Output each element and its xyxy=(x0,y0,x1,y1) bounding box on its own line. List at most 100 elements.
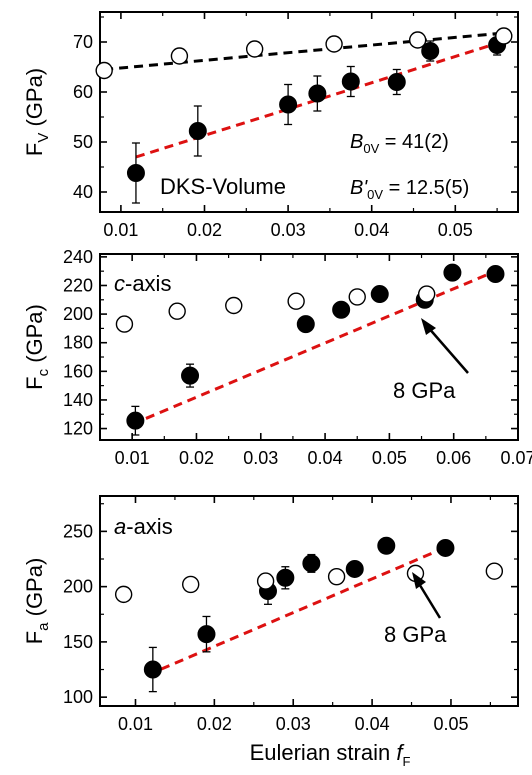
y-tick-label: 50 xyxy=(73,132,93,152)
data-point-filled xyxy=(276,568,295,587)
data-point-open xyxy=(348,288,366,306)
data-point-open xyxy=(408,31,427,49)
y-tick-label: 100 xyxy=(63,687,93,707)
y-axis-label-sub: a xyxy=(35,622,52,631)
y-tick-label: 240 xyxy=(63,247,93,267)
y-tick-label: 200 xyxy=(63,304,93,324)
data-point-filled xyxy=(308,84,327,103)
data-point-open xyxy=(181,575,200,594)
panel-axis-label: a-axis xyxy=(114,514,173,539)
fit-line xyxy=(131,269,497,426)
plot-frame xyxy=(99,495,519,707)
data-point-open xyxy=(325,35,343,53)
x-tick-label: 0.02 xyxy=(187,220,222,240)
data-points xyxy=(115,263,505,436)
panel-label: DKS-Volume xyxy=(160,174,286,199)
x-tick-label: 0.01 xyxy=(118,714,153,734)
data-point-open xyxy=(225,296,243,315)
y-tick-label: 120 xyxy=(63,419,93,439)
data-point-filled xyxy=(188,122,207,140)
y-axis-label: Fc (GPa) xyxy=(22,304,52,390)
data-point-filled xyxy=(181,366,200,385)
x-tick-label: 0.04 xyxy=(355,714,390,734)
fit-line xyxy=(146,545,448,677)
y-axis-label-sub: V xyxy=(35,133,52,143)
y-tick-label: 60 xyxy=(73,82,93,102)
data-points xyxy=(95,27,513,204)
axis-ticks: 0.01 0.02 0.03 0.04 0.05 0.06 0.07 120 140 160 180… xyxy=(63,247,532,468)
pressure-annotation: 8 GPa xyxy=(393,378,456,403)
data-point-filled xyxy=(279,95,298,114)
panel-c-axis: 0.01 0.02 0.03 0.04 0.05 0.06 0.07 120 140 160 180… xyxy=(22,247,532,468)
annotation-arrowhead xyxy=(412,572,426,589)
x-tick-label: 0.01 xyxy=(103,220,138,240)
fit-curves xyxy=(131,269,497,426)
data-point-filled xyxy=(332,300,351,319)
data-point-open xyxy=(256,572,275,590)
data-point-open xyxy=(327,567,346,586)
x-tick-label: 0.01 xyxy=(115,448,150,468)
data-point-open xyxy=(170,47,189,65)
data-point-filled xyxy=(421,42,440,60)
y-tick-label: 40 xyxy=(73,182,93,202)
y-tick-label: 180 xyxy=(63,333,93,353)
data-point-filled xyxy=(443,263,462,282)
y-tick-label: 200 xyxy=(63,577,93,597)
x-tick-label: 0.05 xyxy=(433,714,468,734)
data-points xyxy=(114,536,504,693)
data-point-open xyxy=(495,27,513,45)
data-point-filled xyxy=(126,411,145,430)
x-tick-label: 0.05 xyxy=(438,220,473,240)
data-point-open xyxy=(245,40,264,58)
data-point-open xyxy=(115,315,134,333)
data-point-open xyxy=(417,285,436,303)
fit-curves xyxy=(146,545,448,677)
data-point-filled xyxy=(486,265,505,284)
y-axis-label: Fa (GPa) xyxy=(22,558,52,645)
plot-frame xyxy=(99,11,519,213)
panel-volume: 0.01 0.02 0.03 0.04 0.05 40 50 60 70 FV (GPa) DK… xyxy=(22,11,519,240)
x-tick-label: 0.03 xyxy=(276,714,311,734)
y-tick-label: 70 xyxy=(73,32,93,52)
y-tick-label: 220 xyxy=(63,275,93,295)
x-tick-label: 0.02 xyxy=(197,714,232,734)
data-point-filled xyxy=(370,285,389,304)
fit-line xyxy=(104,31,504,71)
axis-ticks: 0.01 0.02 0.03 0.04 0.05 100 150 200 250 xyxy=(63,496,518,734)
x-tick-label: 0.07 xyxy=(500,448,532,468)
data-point-filled xyxy=(197,625,216,644)
data-point-filled xyxy=(387,73,406,91)
data-point-filled xyxy=(126,164,145,182)
data-point-filled xyxy=(341,72,360,91)
x-tick-label: 0.04 xyxy=(354,220,389,240)
plot-frame xyxy=(99,253,519,441)
x-tick-label: 0.03 xyxy=(243,448,278,468)
y-axis-label: FV (GPa) xyxy=(22,68,52,156)
x-tick-label: 0.03 xyxy=(271,220,306,240)
y-tick-label: 160 xyxy=(63,361,93,381)
data-point-open xyxy=(95,61,113,80)
y-tick-label: 140 xyxy=(63,390,93,410)
annotation-arrow xyxy=(416,581,442,619)
data-point-filled xyxy=(377,536,396,555)
x-tick-label: 0.04 xyxy=(308,448,343,468)
data-point-open xyxy=(287,292,305,310)
x-tick-label: 0.05 xyxy=(372,448,407,468)
data-point-filled xyxy=(302,554,321,573)
y-tick-label: 250 xyxy=(63,521,93,541)
x-tick-label: 0.02 xyxy=(179,448,214,468)
axis-ticks: 0.01 0.02 0.03 0.04 0.05 40 50 60 70 xyxy=(73,12,518,240)
annotation-arrowhead xyxy=(421,318,436,335)
panel-a-axis: 0.01 0.02 0.03 0.04 0.05 100 150 200 250 Fa (GPa… xyxy=(22,495,519,734)
panel-axis-label: c-axis xyxy=(114,271,171,296)
data-point-filled xyxy=(436,538,455,557)
annotation-arrow xyxy=(426,325,469,374)
data-point-open xyxy=(114,585,133,604)
data-point-filled xyxy=(143,660,162,679)
y-axis-label-sub: c xyxy=(35,368,52,376)
x-axis-title: Eulerian strain fF xyxy=(250,740,411,769)
annotation-b0-prime: B'0V = 12.5(5) xyxy=(350,177,469,202)
pressure-annotation: 8 GPa xyxy=(384,622,447,647)
x-tick-label: 0.06 xyxy=(436,448,471,468)
